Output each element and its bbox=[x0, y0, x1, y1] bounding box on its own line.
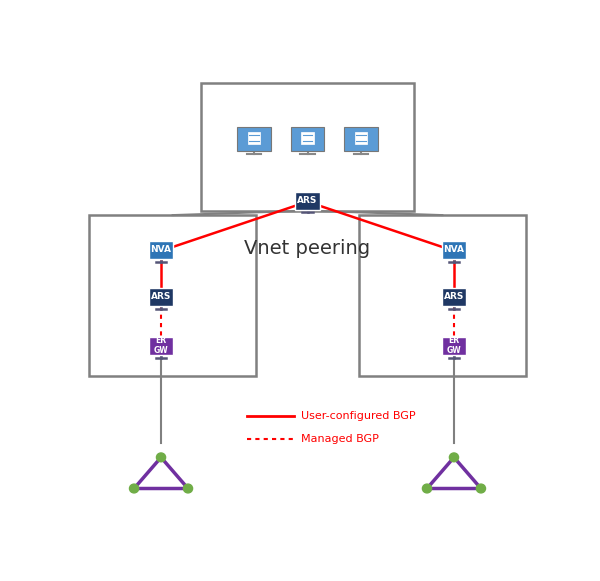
FancyBboxPatch shape bbox=[238, 127, 271, 151]
FancyBboxPatch shape bbox=[355, 132, 367, 144]
Text: Vnet peering: Vnet peering bbox=[244, 239, 371, 258]
Text: NVA: NVA bbox=[443, 245, 464, 254]
FancyBboxPatch shape bbox=[359, 215, 526, 376]
FancyBboxPatch shape bbox=[301, 132, 314, 144]
Text: Managed BGP: Managed BGP bbox=[301, 434, 379, 444]
FancyBboxPatch shape bbox=[442, 288, 466, 306]
FancyBboxPatch shape bbox=[200, 83, 415, 211]
FancyBboxPatch shape bbox=[344, 127, 377, 151]
Text: ARS: ARS bbox=[444, 292, 464, 301]
FancyBboxPatch shape bbox=[149, 338, 173, 356]
Circle shape bbox=[157, 453, 166, 462]
Text: ER
GW: ER GW bbox=[154, 336, 169, 356]
FancyBboxPatch shape bbox=[149, 241, 173, 259]
FancyBboxPatch shape bbox=[291, 127, 324, 151]
Text: ER
GW: ER GW bbox=[446, 336, 461, 356]
FancyBboxPatch shape bbox=[442, 241, 466, 259]
Text: NVA: NVA bbox=[151, 245, 172, 254]
FancyBboxPatch shape bbox=[442, 338, 466, 356]
Circle shape bbox=[422, 484, 431, 493]
FancyBboxPatch shape bbox=[248, 132, 260, 144]
Text: ARS: ARS bbox=[151, 292, 171, 301]
Circle shape bbox=[130, 484, 139, 493]
Circle shape bbox=[449, 453, 458, 462]
FancyBboxPatch shape bbox=[89, 215, 256, 376]
Circle shape bbox=[476, 484, 485, 493]
Text: ARS: ARS bbox=[298, 196, 317, 205]
Text: User-configured BGP: User-configured BGP bbox=[301, 411, 415, 421]
FancyBboxPatch shape bbox=[149, 288, 173, 306]
FancyBboxPatch shape bbox=[295, 192, 320, 210]
Circle shape bbox=[184, 484, 193, 493]
